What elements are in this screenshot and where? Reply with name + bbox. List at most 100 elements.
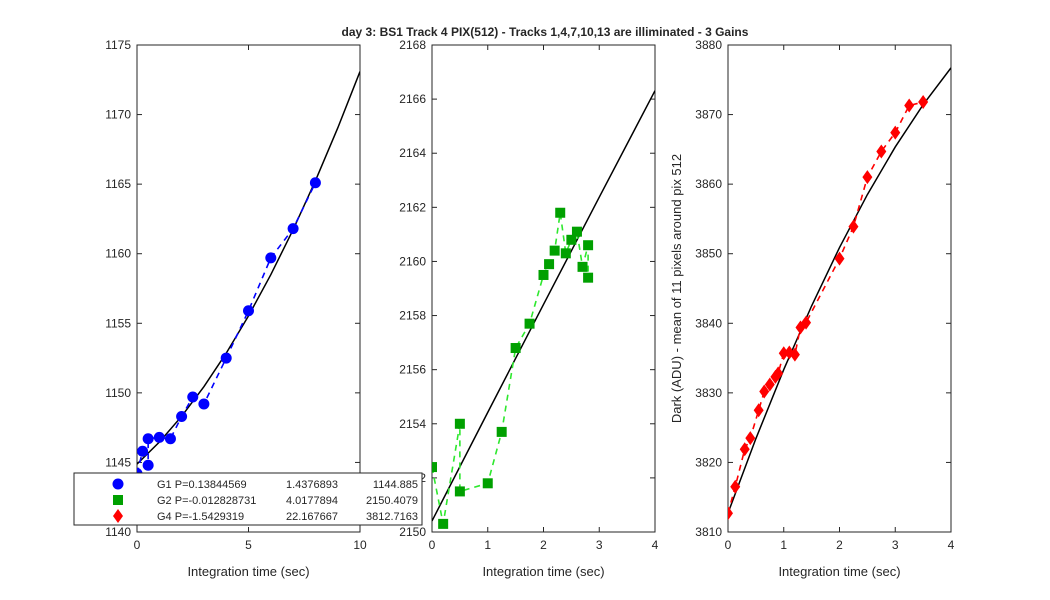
y-axis-label: Dark (ADU) - mean of 11 pixels around pi…	[669, 154, 684, 423]
y-tick-label: 1170	[105, 108, 131, 122]
subplot-2: 0123421502152215421562158216021622164216…	[399, 38, 658, 579]
data-point	[549, 245, 560, 256]
data-point	[730, 479, 741, 494]
y-tick-label: 2158	[399, 309, 426, 323]
data-point	[510, 343, 521, 354]
legend-value-2: 1144.885	[373, 479, 418, 491]
data-point	[778, 346, 789, 361]
legend-value-1: 22.167667	[286, 511, 338, 523]
y-tick-label: 2164	[399, 146, 426, 160]
data-point	[904, 98, 915, 113]
data-point	[753, 403, 764, 418]
data-point	[153, 431, 165, 443]
data-point	[176, 411, 188, 423]
data-point	[764, 377, 775, 392]
data-point	[918, 95, 929, 110]
legend-label: G1 P=0.13844569	[157, 479, 247, 491]
data-point	[583, 240, 594, 251]
data-point	[745, 431, 756, 446]
data-point	[538, 269, 549, 280]
y-tick-label: 3810	[695, 525, 722, 539]
data-point	[309, 177, 321, 189]
data-point	[890, 125, 901, 140]
data-point	[801, 315, 812, 330]
subplot-3: 0 1 2 3 4 3810 3820 3830 3840 3850 3860 3870 3880 Int…	[669, 38, 955, 579]
legend-value-2: 3812.7163	[366, 511, 418, 523]
data-point	[243, 305, 254, 317]
y-tick-label: 3830	[695, 386, 722, 400]
data-point	[524, 318, 535, 329]
y-tick-label: 3820	[695, 455, 722, 469]
data-point	[773, 366, 784, 381]
y-tick-label: 1155	[105, 316, 131, 330]
legend-value-1: 4.0177894	[286, 495, 338, 507]
y-tick-label: 2168	[399, 38, 426, 52]
legend-value-1: 1.4376893	[286, 479, 338, 491]
data-point	[560, 248, 571, 259]
data-point	[577, 261, 588, 272]
data-point	[876, 144, 887, 159]
data-point	[583, 272, 594, 283]
y-tick-label: 2154	[399, 417, 426, 431]
figure-title: day 3: BS1 Track 4 PIX(512) - Tracks 1,4…	[342, 25, 749, 39]
y-tick-label: 1165	[105, 177, 131, 191]
fit-curve	[432, 90, 655, 522]
x-tick-label: 0	[725, 538, 732, 552]
data-point	[198, 398, 210, 410]
data-point	[164, 433, 176, 445]
x-tick-label: 10	[353, 538, 367, 552]
x-tick-label: 5	[245, 538, 252, 552]
x-tick-label: 3	[596, 538, 603, 552]
data-point	[544, 259, 555, 270]
y-tick-label: 3870	[695, 108, 722, 122]
y-tick-label: 2162	[399, 200, 426, 214]
fit-curve	[728, 67, 951, 514]
legend-box	[73, 472, 423, 526]
y-tick-label: 3880	[695, 38, 722, 52]
y-tick-label: 1175	[105, 38, 131, 52]
data-point	[759, 384, 770, 399]
data-point	[137, 445, 149, 457]
data-point	[432, 462, 437, 473]
data-dashed-line	[137, 182, 317, 474]
y-tick-label: 3860	[695, 177, 722, 191]
y-tick-label: 1145	[105, 455, 131, 469]
data-point	[496, 426, 507, 437]
axes-box	[136, 44, 361, 533]
axes-box	[727, 44, 952, 533]
data-point	[482, 478, 493, 489]
x-axis-label: Integration time (sec)	[482, 564, 604, 579]
data-point	[789, 347, 800, 362]
x-tick-label: 0	[429, 538, 436, 552]
y-tick-label: 1140	[105, 525, 131, 539]
data-point	[142, 459, 154, 471]
data-point	[265, 252, 277, 264]
y-tick-label: 1160	[105, 247, 131, 261]
legend-marker	[112, 478, 124, 490]
x-tick-label: 1	[484, 538, 491, 552]
data-point	[454, 418, 465, 429]
legend-marker	[113, 509, 123, 523]
data-point	[834, 251, 845, 266]
y-tick-label: 2166	[399, 92, 426, 106]
y-tick-label: 3850	[695, 247, 722, 261]
x-tick-label: 3	[892, 538, 899, 552]
x-tick-label: 0	[134, 538, 141, 552]
x-axis-label: Integration time (sec)	[187, 564, 309, 579]
y-tick-label: 2150	[399, 525, 426, 539]
y-tick-label: 2156	[399, 363, 426, 377]
legend-value-2: 2150.4079	[366, 495, 418, 507]
data-point	[555, 207, 566, 218]
legend-marker	[113, 495, 123, 505]
data-point	[728, 506, 733, 521]
data-point	[187, 391, 199, 403]
x-tick-label: 4	[652, 538, 659, 552]
axes-box	[431, 44, 656, 533]
data-point	[287, 223, 299, 235]
data-point	[142, 433, 154, 445]
legend-label: G2 P=-0.012828731	[157, 495, 256, 507]
legend: G1 P=0.13844569 1.4376893 1144.885 G2 P=-0.…	[73, 472, 423, 526]
data-point	[454, 486, 465, 497]
data-point	[848, 219, 859, 234]
y-tick-label: 3840	[695, 316, 722, 330]
